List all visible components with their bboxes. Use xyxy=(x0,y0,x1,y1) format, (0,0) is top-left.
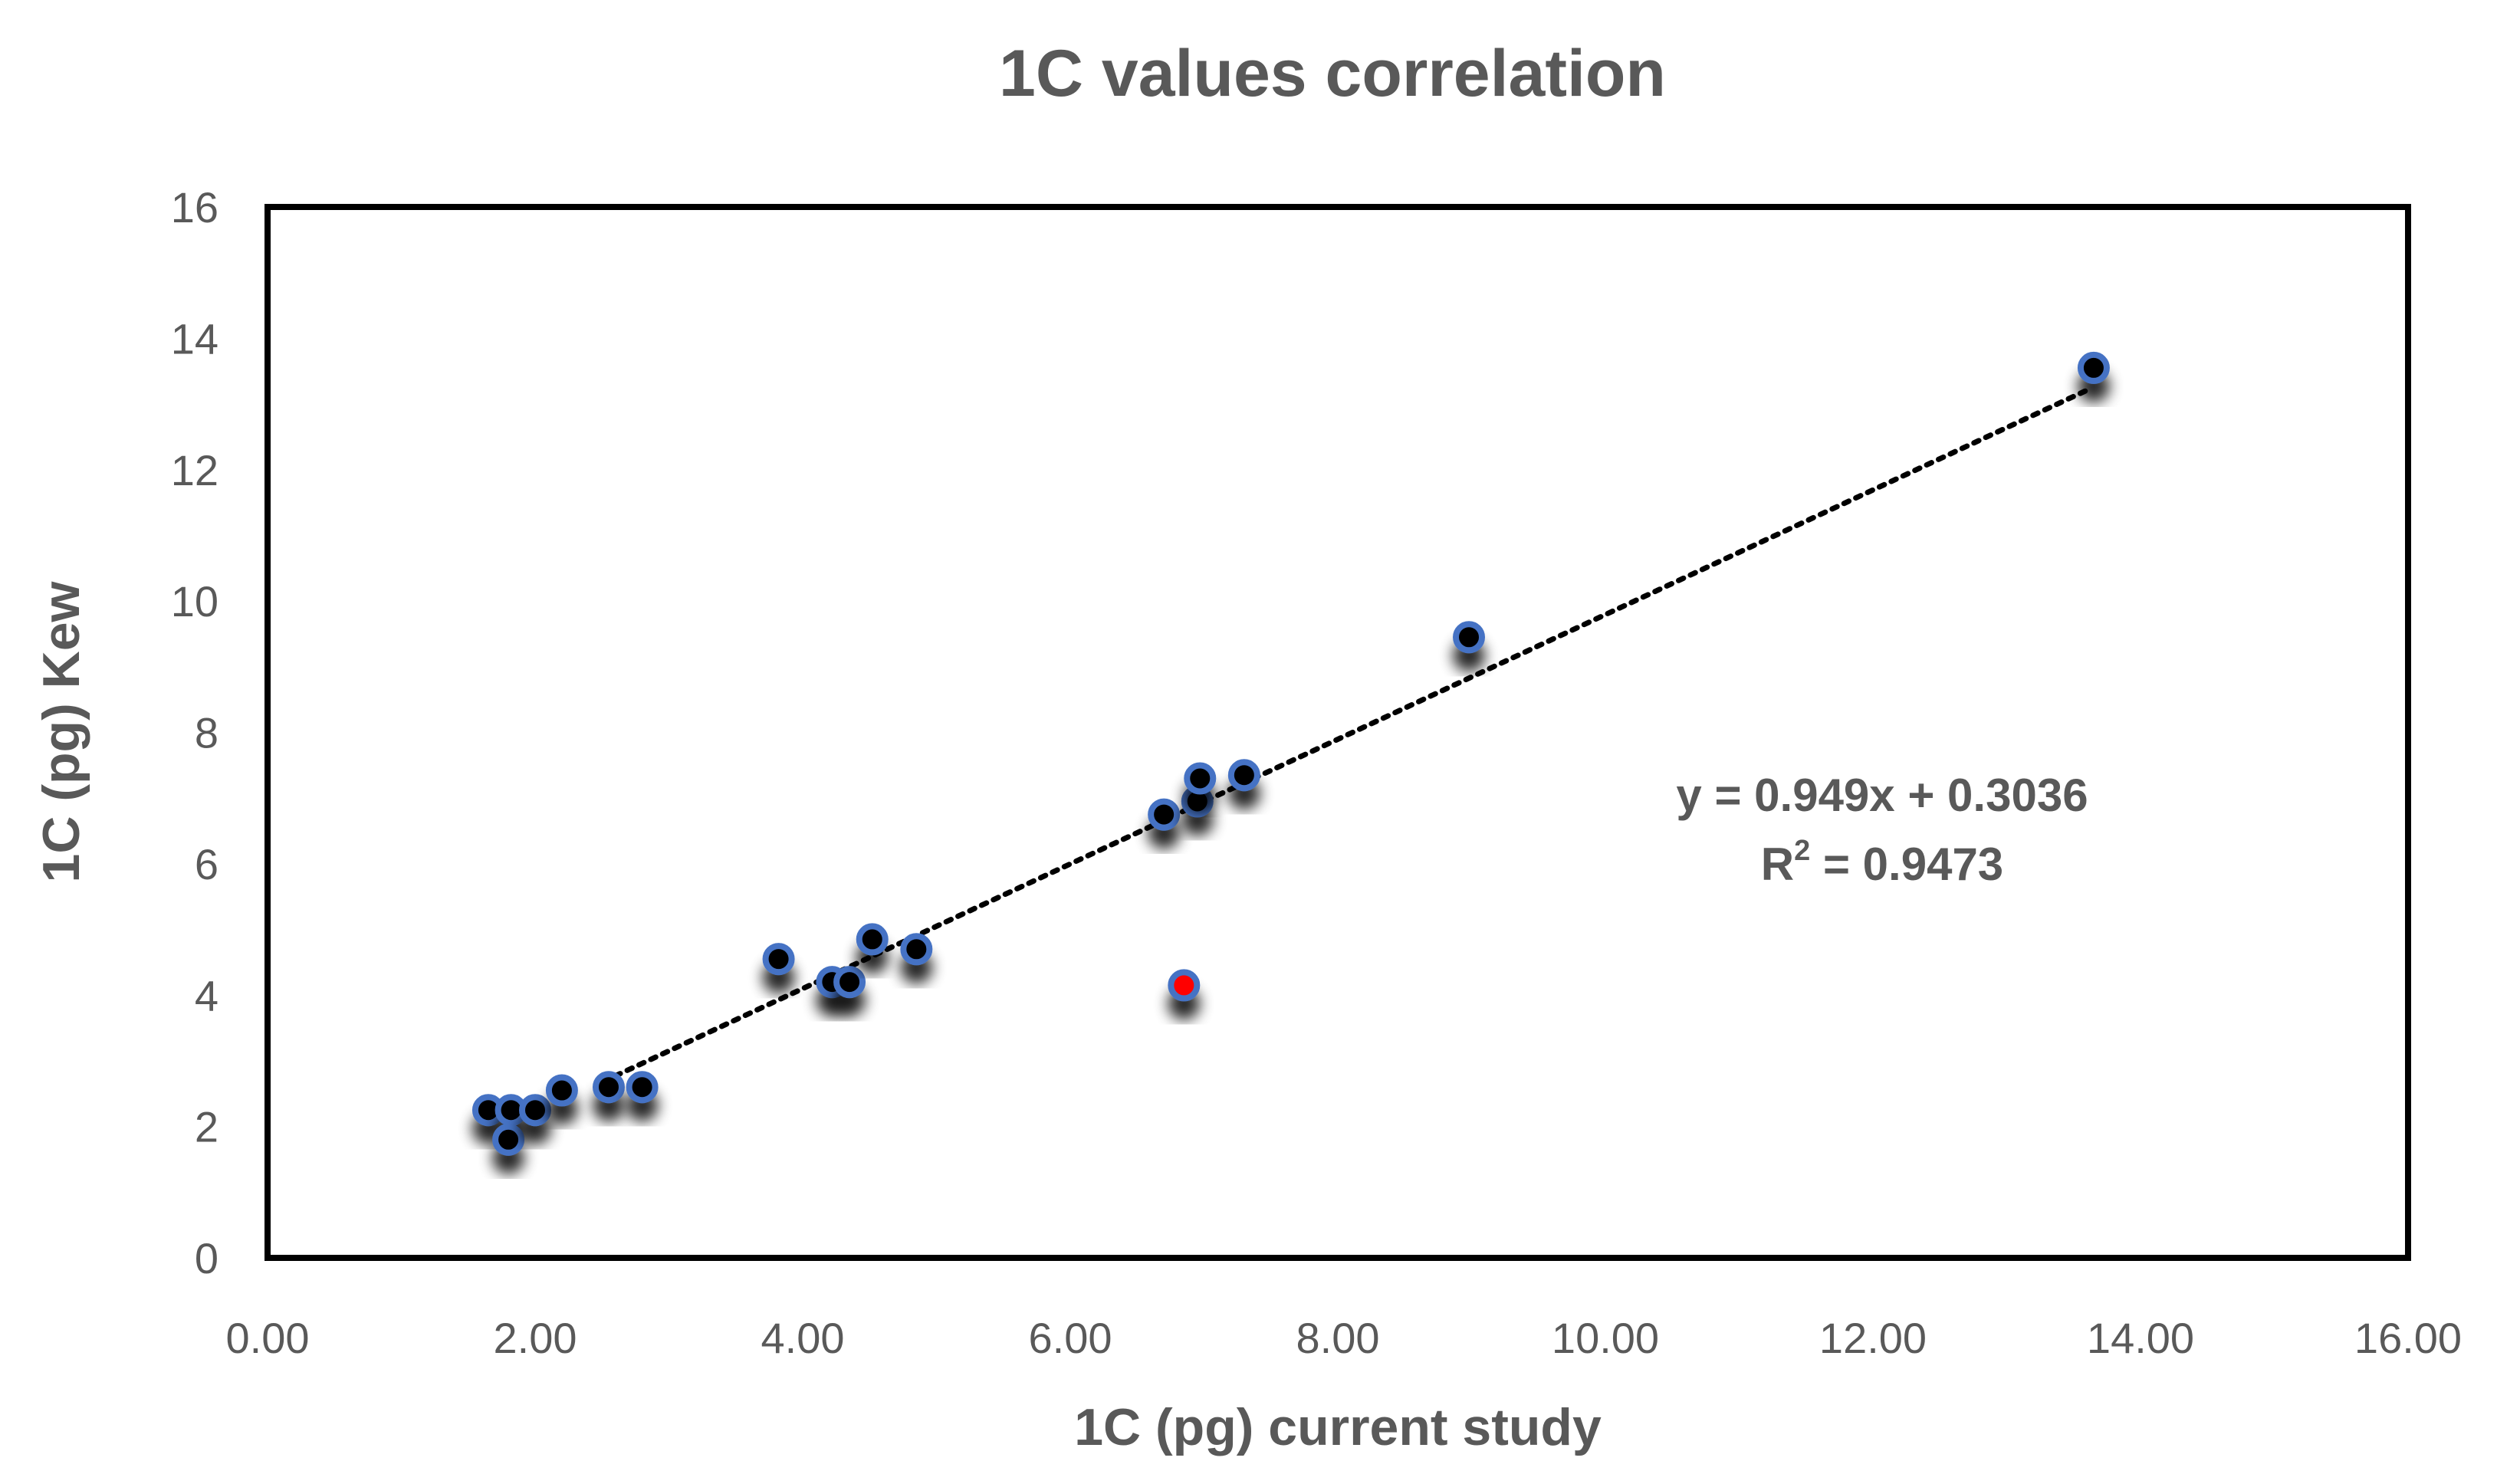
x-tick-label: 12.00 xyxy=(1819,1314,1927,1362)
r2-prefix: R xyxy=(1761,839,1794,890)
x-tick-label: 16.00 xyxy=(2354,1314,2462,1362)
trendline-equation: y = 0.949x + 0.3036 xyxy=(1676,770,2088,821)
r2-superscript: 2 xyxy=(1794,835,1810,867)
x-axis-label: 1C (pg) current study xyxy=(1074,1398,1602,1456)
y-tick-label: 12 xyxy=(171,446,218,494)
y-tick-label: 14 xyxy=(171,314,218,363)
y-axis-label: 1C (pg) Kew xyxy=(32,580,90,882)
x-tick-label: 0.00 xyxy=(226,1314,310,1362)
data-point xyxy=(626,1071,659,1104)
data-point xyxy=(762,943,795,976)
x-axis-ticks: 0.00 2.00 4.00 6.00 8.00 10.00 12.00 14.00 16.00 xyxy=(226,1314,2463,1362)
y-tick-label: 2 xyxy=(195,1103,218,1151)
data-point xyxy=(900,933,933,966)
trendline xyxy=(613,387,2090,1079)
y-tick-label: 4 xyxy=(195,971,218,1019)
data-point xyxy=(545,1074,578,1107)
x-tick-label: 2.00 xyxy=(494,1314,577,1362)
y-tick-label: 16 xyxy=(171,183,218,231)
y-tick-label: 6 xyxy=(195,840,218,888)
data-point xyxy=(1453,621,1486,654)
y-tick-label: 0 xyxy=(195,1234,218,1282)
data-point xyxy=(833,966,866,999)
y-tick-label: 10 xyxy=(171,577,218,625)
x-tick-label: 8.00 xyxy=(1296,1314,1380,1362)
y-tick-label: 8 xyxy=(195,709,218,757)
x-tick-label: 10.00 xyxy=(1552,1314,1659,1362)
data-point xyxy=(592,1071,625,1104)
data-point xyxy=(1184,762,1217,795)
data-point xyxy=(519,1094,551,1127)
data-point xyxy=(856,923,889,956)
y-axis-ticks: 0 2 4 6 8 10 12 14 16 xyxy=(171,183,218,1282)
r2-value: = 0.9473 xyxy=(1810,839,2003,890)
data-point xyxy=(1227,759,1260,792)
data-point xyxy=(492,1123,525,1156)
r-squared-label: R2 = 0.9473 xyxy=(1761,835,2003,890)
plot-area-frame xyxy=(264,204,2411,1261)
data-point xyxy=(1148,798,1181,831)
data-points xyxy=(471,351,2110,1156)
data-point xyxy=(2077,351,2110,384)
outlier-point xyxy=(1168,969,1201,1002)
x-tick-label: 4.00 xyxy=(761,1314,845,1362)
chart-title: 1C values correlation xyxy=(999,37,1666,110)
x-tick-label: 14.00 xyxy=(2087,1314,2194,1362)
x-tick-label: 6.00 xyxy=(1029,1314,1112,1362)
